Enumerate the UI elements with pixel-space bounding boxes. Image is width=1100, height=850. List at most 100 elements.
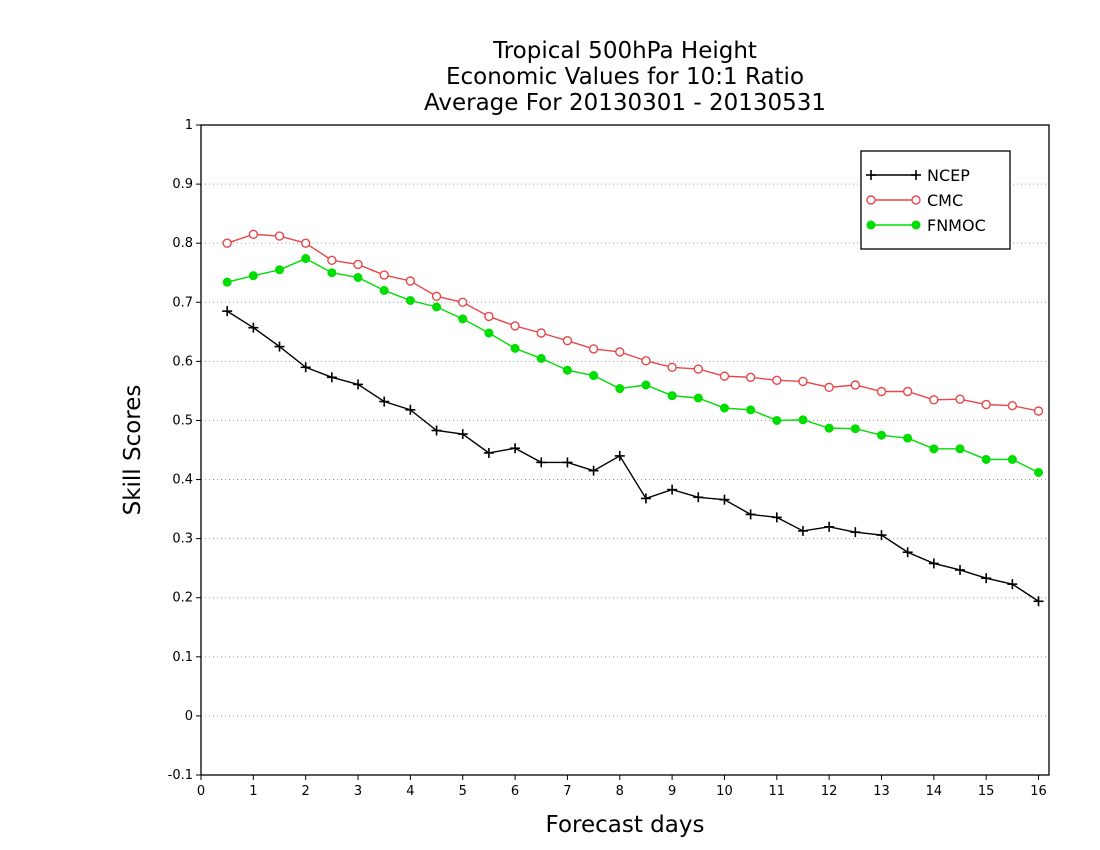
axis-ticks: -0.100.10.20.30.40.50.60.70.80.910 1 2 3 4 5 6… — [168, 118, 1047, 799]
fnmoc-data-point — [1007, 454, 1017, 464]
x-tick-label: 3 — [354, 784, 362, 799]
ncep-data-point — [483, 447, 494, 458]
series-cmc — [222, 229, 1044, 416]
fnmoc-data-point — [353, 272, 363, 282]
cmc-data-point — [772, 375, 782, 385]
ncep-data-point — [876, 530, 887, 541]
fnmoc-data-point — [458, 314, 468, 324]
fnmoc-data-point — [536, 353, 546, 363]
cmc-data-point — [1007, 400, 1018, 411]
cmc-data-point — [353, 259, 363, 270]
fnmoc-data-point — [432, 302, 442, 312]
fnmoc-data-point — [589, 371, 599, 381]
x-tick-label: 0 — [197, 784, 205, 799]
legend-label-cmc: CMC — [927, 191, 963, 210]
fnmoc-data-point — [301, 254, 311, 264]
y-axis-title: Skill Scores — [120, 385, 146, 516]
cmc-data-point — [1033, 406, 1044, 416]
fnmoc-data-point — [248, 271, 258, 281]
cmc-data-point — [300, 238, 311, 248]
ncep-data-point — [1007, 579, 1018, 590]
series-ncep — [222, 306, 1044, 607]
legend-fnmoc-data-point — [866, 220, 876, 230]
ncep-data-point — [771, 512, 782, 523]
ncep-data-point — [379, 396, 390, 407]
fnmoc-data-point — [667, 391, 677, 401]
y-tick-label: 0.1 — [172, 650, 193, 665]
cmc-data-point — [745, 372, 756, 383]
ncep-data-point — [405, 404, 416, 415]
ncep-data-point — [850, 527, 861, 538]
ncep-data-point — [431, 425, 442, 436]
ncep-data-point — [300, 362, 311, 373]
cmc-data-point — [981, 399, 991, 410]
fnmoc-data-point — [615, 384, 625, 394]
chart-title-line-1: Tropical 500hPa Height — [492, 38, 757, 64]
x-axis-title: Forecast days — [546, 812, 705, 838]
cmc-data-point — [536, 328, 546, 338]
ncep-data-point — [824, 521, 835, 532]
ncep-data-point — [248, 322, 259, 333]
y-tick-label: -0.1 — [168, 768, 193, 783]
ncep-data-point — [955, 564, 966, 575]
cmc-data-point — [327, 255, 337, 266]
y-tick-label: 0.5 — [172, 413, 193, 428]
x-tick-label: 9 — [668, 784, 676, 799]
legend-ncep-data-point — [866, 170, 876, 180]
ncep-data-point — [510, 443, 521, 454]
fnmoc-data-point — [510, 343, 520, 353]
ncep-data-point — [588, 465, 599, 476]
x-tick-label: 12 — [821, 784, 838, 799]
legend-cmc-data-point — [911, 195, 921, 205]
fnmoc-data-point — [405, 296, 415, 305]
ncep-data-point — [928, 558, 939, 569]
cmc-data-point — [667, 362, 677, 372]
fnmoc-data-point — [876, 430, 886, 440]
y-tick-label: 0.4 — [172, 473, 193, 488]
fnmoc-data-point — [798, 415, 808, 425]
ncep-data-point — [457, 429, 468, 440]
x-tick-label: 1 — [249, 784, 257, 799]
cmc-data-point — [379, 270, 389, 280]
series-line-ncep — [226, 310, 1039, 602]
ncep-data-point — [326, 372, 337, 383]
cmc-data-point — [484, 311, 494, 322]
x-tick-label: 13 — [873, 784, 890, 799]
cmc-data-point — [222, 238, 232, 248]
y-tick-label: 0.8 — [172, 236, 193, 251]
ncep-data-point — [614, 450, 625, 461]
fnmoc-data-point — [693, 393, 703, 403]
fnmoc-data-point — [562, 365, 572, 375]
ncep-data-point — [353, 379, 364, 390]
x-tick-label: 15 — [978, 784, 995, 799]
fnmoc-data-point — [746, 405, 756, 415]
x-tick-label: 16 — [1030, 784, 1047, 799]
y-tick-label: 0.6 — [172, 354, 193, 369]
fnmoc-data-point — [955, 444, 965, 454]
ncep-data-point — [667, 484, 678, 495]
series-line-cmc — [226, 233, 1039, 412]
x-tick-label: 11 — [769, 784, 786, 799]
chart-title-line-3: Average For 20130301 - 20130531 — [424, 90, 826, 116]
ncep-data-point — [745, 509, 756, 520]
y-tick-label: 0.3 — [172, 532, 193, 547]
ncep-data-point — [536, 457, 547, 468]
cmc-data-point — [876, 386, 887, 397]
legend-label-ncep: NCEP — [927, 166, 970, 185]
cmc-data-point — [562, 335, 573, 346]
cmc-data-point — [248, 229, 259, 240]
x-tick-label: 14 — [926, 784, 943, 799]
ncep-data-point — [797, 525, 808, 536]
legend-ncep-data-point — [911, 170, 921, 180]
fnmoc-data-point — [222, 277, 232, 287]
ncep-data-point — [902, 547, 913, 558]
x-tick-label: 7 — [563, 784, 571, 799]
cmc-data-point — [693, 364, 703, 374]
fnmoc-data-point — [772, 415, 782, 425]
cmc-data-point — [641, 356, 651, 366]
y-tick-label: 0.7 — [172, 295, 193, 310]
legend-fnmoc-data-point — [911, 220, 921, 230]
cmc-data-point — [798, 376, 808, 387]
cmc-data-point — [588, 344, 599, 354]
cmc-data-point — [719, 371, 730, 381]
